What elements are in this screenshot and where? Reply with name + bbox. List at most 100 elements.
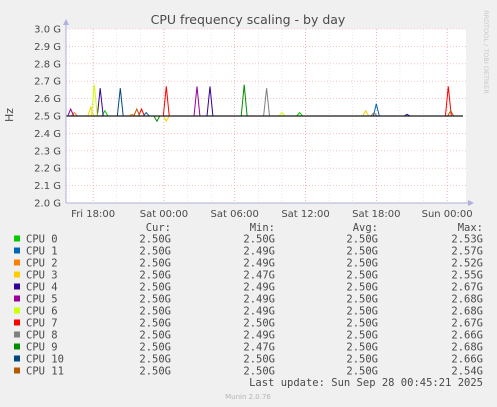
- legend-swatch: [14, 331, 20, 338]
- munin-version: Munin 2.0.76: [225, 393, 271, 401]
- legend-value: 2.50G: [243, 366, 275, 378]
- legend-value: 2.68G: [451, 306, 483, 318]
- x-tick-label: Sat 06:00: [211, 209, 259, 220]
- legend-column-header: Max:: [458, 222, 483, 234]
- legend-value: 2.49G: [243, 294, 275, 306]
- rrdtool-credit: RRDTOOL / TOBI OETIKER: [482, 10, 490, 94]
- y-tick-label: 2.5 G: [34, 112, 61, 123]
- legend-value: 2.68G: [451, 342, 483, 354]
- y-tick-label: 2.0 G: [34, 199, 61, 210]
- legend-series-name: CPU 1: [26, 246, 58, 258]
- legend-value: 2.50G: [346, 318, 378, 330]
- legend-swatch: [14, 307, 20, 314]
- legend-swatch: [14, 283, 20, 290]
- legend-value: 2.47G: [243, 270, 275, 282]
- x-axis-arrow: [468, 200, 474, 206]
- series-line-cpu-7: [66, 86, 463, 117]
- legend-swatch: [14, 235, 20, 242]
- legend-series-name: CPU 5: [26, 294, 58, 306]
- legend-value: 2.50G: [139, 234, 171, 246]
- legend-value: 2.50G: [243, 234, 275, 246]
- y-tick-label: 2.7 G: [34, 77, 61, 88]
- y-tick-label: 2.8 G: [34, 59, 61, 70]
- y-tick-label: 2.3 G: [34, 146, 61, 157]
- legend-value: 2.47G: [243, 342, 275, 354]
- legend-column-header: Avg:: [353, 222, 378, 234]
- chart-title: CPU frequency scaling - by day: [151, 12, 346, 27]
- legend-swatch: [14, 295, 20, 302]
- legend-value: 2.66G: [451, 354, 483, 366]
- legend: Cur: Min: Avg: Max:CPU 0 2.50G 2.50G 2.50G 2.53…: [14, 222, 483, 378]
- legend-swatch: [14, 247, 20, 254]
- legend-series-name: CPU 9: [26, 342, 58, 354]
- legend-value: 2.55G: [451, 270, 483, 282]
- legend-series-name: CPU 11: [26, 366, 64, 378]
- legend-series-name: CPU 7: [26, 318, 58, 330]
- x-tick-label: Fri 18:00: [71, 209, 115, 220]
- legend-value: 2.66G: [451, 330, 483, 342]
- legend-series-name: CPU 10: [26, 354, 64, 366]
- legend-value: 2.50G: [139, 366, 171, 378]
- legend-swatch: [14, 259, 20, 266]
- x-tick-label: Sat 18:00: [352, 209, 400, 220]
- y-axis-ticks: 3.0 G 2.9 G 2.8 G 2.7 G 2.6 G 2.5 G 2.4 G 2.3 G…: [34, 25, 61, 210]
- legend-value: 2.50G: [346, 342, 378, 354]
- legend-value: 2.67G: [451, 318, 483, 330]
- legend-value: 2.50G: [346, 294, 378, 306]
- legend-series-name: CPU 2: [26, 258, 58, 270]
- legend-value: 2.53G: [451, 234, 483, 246]
- legend-swatch: [14, 355, 20, 362]
- legend-value: 2.50G: [346, 246, 378, 258]
- x-axis-ticks: Fri 18:00 Sat 00:00 Sat 06:00 Sat 12:00 Sat …: [71, 209, 472, 220]
- y-tick-label: 2.2 G: [34, 164, 61, 175]
- legend-value: 2.50G: [139, 294, 171, 306]
- y-tick-label: 2.1 G: [34, 181, 61, 192]
- legend-series-name: CPU 4: [26, 282, 58, 294]
- legend-swatch: [14, 343, 20, 350]
- legend-value: 2.49G: [243, 282, 275, 294]
- y-tick-label: 2.6 G: [34, 94, 61, 105]
- legend-series-name: CPU 3: [26, 270, 58, 282]
- y-tick-label: 2.4 G: [34, 129, 61, 140]
- series-lines: [66, 84, 463, 123]
- legend-value: 2.49G: [243, 330, 275, 342]
- legend-value: 2.50G: [139, 330, 171, 342]
- legend-value: 2.50G: [139, 354, 171, 366]
- y-tick-label: 2.9 G: [34, 42, 61, 53]
- legend-value: 2.50G: [346, 306, 378, 318]
- legend-value: 2.50G: [139, 282, 171, 294]
- legend-swatch: [14, 319, 20, 326]
- legend-value: 2.50G: [139, 342, 171, 354]
- x-tick-label: Sun 00:00: [422, 209, 473, 220]
- legend-value: 2.57G: [451, 246, 483, 258]
- legend-value: 2.50G: [243, 318, 275, 330]
- legend-value: 2.50G: [346, 282, 378, 294]
- legend-value: 2.50G: [139, 258, 171, 270]
- y-axis-label: Hz: [3, 108, 16, 122]
- legend-value: 2.52G: [451, 258, 483, 270]
- axes: [63, 19, 474, 206]
- legend-value: 2.50G: [346, 258, 378, 270]
- y-tick-label: 3.0 G: [34, 25, 61, 36]
- legend-value: 2.50G: [139, 246, 171, 258]
- legend-value: 2.50G: [346, 354, 378, 366]
- legend-value: 2.54G: [451, 366, 483, 378]
- legend-value: 2.50G: [139, 318, 171, 330]
- x-tick-label: Sat 00:00: [140, 209, 188, 220]
- legend-value: 2.50G: [139, 306, 171, 318]
- legend-series-name: CPU 0: [26, 234, 58, 246]
- legend-value: 2.50G: [139, 270, 171, 282]
- legend-swatch: [14, 271, 20, 278]
- legend-value: 2.49G: [243, 246, 275, 258]
- series-line-cpu-3: [66, 105, 463, 123]
- last-update-text: Last update: Sun Sep 28 00:45:21 2025: [249, 377, 483, 389]
- legend-value: 2.50G: [346, 330, 378, 342]
- legend-value: 2.50G: [346, 366, 378, 378]
- x-tick-label: Sat 12:00: [281, 209, 329, 220]
- legend-series-name: CPU 8: [26, 330, 58, 342]
- legend-value: 2.50G: [243, 354, 275, 366]
- legend-column-header: Min:: [250, 222, 275, 234]
- legend-value: 2.50G: [346, 270, 378, 282]
- y-axis-arrow: [63, 19, 69, 25]
